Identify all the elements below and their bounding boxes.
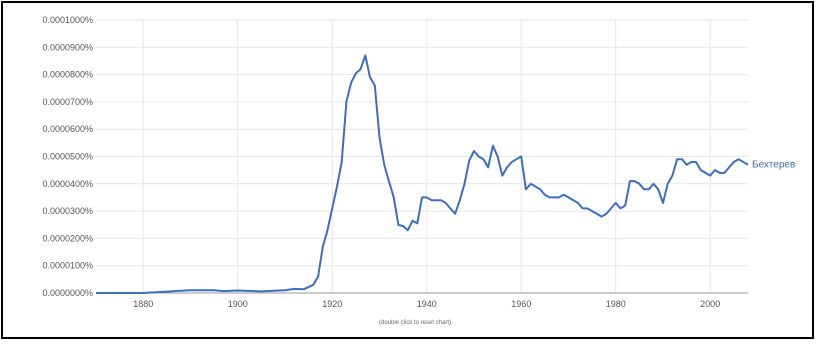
x-tick-label: 1940 (417, 299, 437, 309)
y-tick-label: 0.0000800% (42, 70, 93, 80)
x-tick-label: 1980 (606, 299, 626, 309)
chart-frame (1, 1, 814, 339)
grid-lines (96, 19, 748, 294)
y-axis-ticks: 0.0000000% 0.0000100% 0.0000200% 0.0000300%… (42, 15, 93, 298)
series-line-bekhterev[interactable] (96, 54, 749, 294)
y-tick-label: 0.0000000% (42, 288, 93, 298)
series-group: Бехтерев (96, 54, 795, 294)
y-tick-label: 0.0000200% (42, 233, 93, 243)
reset-chart-hint: (double click to reset chart) (379, 320, 451, 326)
x-axis-ticks: 1880 1900 1920 1940 1960 1980 2000 (133, 299, 720, 309)
x-tick-label: 1900 (228, 299, 248, 309)
y-tick-label: 0.0000600% (42, 124, 93, 134)
y-tick-label: 0.0000700% (42, 97, 93, 107)
y-tick-label: 0.0000100% (42, 261, 93, 271)
y-tick-label: 0.0000300% (42, 206, 93, 216)
y-tick-label: 0.0001000% (42, 15, 93, 25)
x-tick-label: 1960 (511, 299, 531, 309)
y-tick-label: 0.0000900% (42, 42, 93, 52)
series-label: Бехтерев (752, 160, 795, 171)
x-tick-label: 1920 (322, 299, 342, 309)
x-tick-label: 2000 (700, 299, 720, 309)
x-tick-label: 1880 (133, 299, 153, 309)
y-tick-label: 0.0000400% (42, 179, 93, 189)
y-tick-label: 0.0000500% (42, 152, 93, 162)
